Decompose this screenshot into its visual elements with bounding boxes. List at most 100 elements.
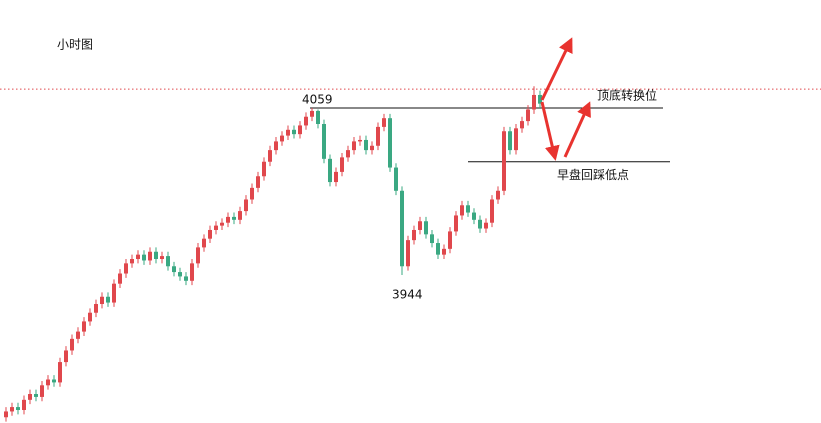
candle-body xyxy=(202,238,206,248)
candle-body xyxy=(418,221,422,230)
candle-body xyxy=(124,263,128,274)
candle-body xyxy=(28,394,32,400)
candle-body xyxy=(196,247,200,264)
candle-body xyxy=(454,215,458,232)
candle-body xyxy=(250,187,254,200)
candle-body xyxy=(46,379,50,386)
candle-body xyxy=(430,234,434,244)
candle-body xyxy=(514,128,518,151)
candle-body xyxy=(436,243,440,255)
candle-body xyxy=(160,256,164,260)
candle-body xyxy=(316,110,320,124)
candle-body xyxy=(412,229,416,241)
candle-body xyxy=(538,94,542,104)
candle-body xyxy=(130,259,134,264)
candle-body xyxy=(532,94,536,110)
candle-body xyxy=(70,338,74,351)
candle-body xyxy=(256,176,260,188)
candle-body xyxy=(58,362,62,383)
arrow xyxy=(563,101,591,158)
candle-body xyxy=(502,131,506,191)
candle-body xyxy=(40,385,44,397)
candle-body xyxy=(526,109,530,122)
candle-body xyxy=(172,266,176,273)
candle-body xyxy=(478,219,482,229)
candle-body xyxy=(520,121,524,129)
candle-body xyxy=(484,222,488,229)
candle-body xyxy=(238,211,242,220)
chart-title: 小时图 xyxy=(57,38,93,52)
candle-body xyxy=(184,276,188,281)
candle-body xyxy=(4,411,8,418)
candle-body xyxy=(280,135,284,142)
candle-body xyxy=(382,118,386,127)
candle-body xyxy=(448,231,452,249)
candle-body xyxy=(364,139,368,151)
candle-body xyxy=(334,171,338,183)
candle-body xyxy=(142,254,146,261)
candle-body xyxy=(232,216,236,220)
candle-body xyxy=(466,205,470,213)
candle-body xyxy=(208,229,212,239)
candle-body xyxy=(394,167,398,191)
candle-body xyxy=(178,272,182,277)
candle-body xyxy=(64,350,68,363)
candle-body xyxy=(214,225,218,230)
candle-body xyxy=(112,283,116,303)
candle-body xyxy=(226,216,230,223)
arrow xyxy=(540,101,560,161)
candle-body xyxy=(88,312,92,322)
candle-body xyxy=(22,399,26,410)
candle-body xyxy=(358,139,362,142)
candle-body xyxy=(298,125,302,135)
candle-body xyxy=(274,141,278,151)
candle-body xyxy=(154,251,158,260)
level-label: 顶底转换位 xyxy=(597,88,657,103)
candle-body xyxy=(136,254,140,260)
candle-body xyxy=(268,150,272,162)
candle-body xyxy=(10,407,14,412)
candle-body xyxy=(346,150,350,158)
price-label: 3944 xyxy=(392,287,423,301)
candle-body xyxy=(100,296,104,305)
level-label: 早盘回踩低点 xyxy=(557,167,629,182)
arrows xyxy=(540,37,591,161)
candle-body xyxy=(472,212,476,220)
candle-body xyxy=(292,129,296,135)
candle-body xyxy=(82,321,86,332)
candle-body xyxy=(166,256,170,267)
candle-body xyxy=(352,141,356,151)
candle-body xyxy=(310,110,314,117)
candle-body xyxy=(496,190,500,200)
candle-body xyxy=(190,263,194,281)
arrow xyxy=(540,37,573,101)
candle-body xyxy=(118,273,122,284)
candle-body xyxy=(76,331,80,339)
candle-body xyxy=(220,222,224,226)
candle-body xyxy=(16,407,20,410)
candle-body xyxy=(262,161,266,177)
candle-body xyxy=(304,116,308,126)
candle-body xyxy=(52,379,56,383)
candle-body xyxy=(406,240,410,267)
candle-body xyxy=(376,126,380,146)
candle-body xyxy=(490,199,494,223)
candle-body xyxy=(442,248,446,255)
candle-body xyxy=(34,394,38,397)
price-label: 4059 xyxy=(302,93,333,107)
candle-body xyxy=(388,118,392,168)
candle-body xyxy=(148,251,152,261)
candle-body xyxy=(460,205,464,216)
candle-body xyxy=(508,131,512,151)
candle-body xyxy=(424,221,428,235)
candle-body xyxy=(286,129,290,136)
candle-body xyxy=(370,145,374,151)
candle-body xyxy=(322,123,326,159)
candle-body xyxy=(400,190,404,267)
candle-body xyxy=(340,157,344,172)
candle-body xyxy=(328,158,332,183)
candle-body xyxy=(94,304,98,313)
candle-body xyxy=(106,296,110,303)
candle-body xyxy=(244,199,248,212)
